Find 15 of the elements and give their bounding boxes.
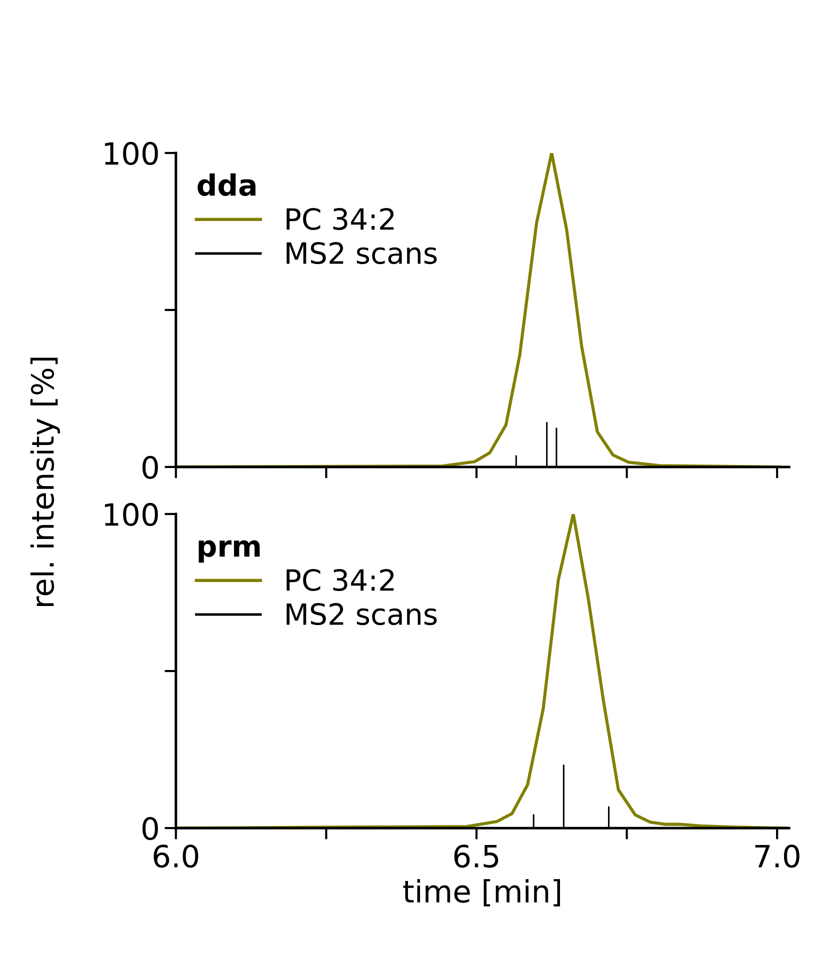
y-axis-title: rel. intensity [%] <box>30 358 60 606</box>
legend-title: prm <box>198 540 260 563</box>
y-tick-label: 100 <box>104 502 158 526</box>
x-axis-title: time [min] <box>403 879 560 906</box>
x-tick-label: 7.0 <box>755 844 800 868</box>
y-tick-label: 0 <box>142 456 158 480</box>
y-tick-label: 0 <box>142 817 158 840</box>
legend-label: MS2 scans <box>286 242 437 264</box>
legend-label: PC 34:2 <box>286 569 394 592</box>
legend-title: dda <box>198 173 256 196</box>
legend-label: MS2 scans <box>286 603 437 626</box>
x-tick-label: 6.0 <box>154 844 198 868</box>
legend-label: PC 34:2 <box>286 208 394 230</box>
y-tick-label: 100 <box>104 142 158 166</box>
x-tick-label: 6.5 <box>454 844 498 868</box>
